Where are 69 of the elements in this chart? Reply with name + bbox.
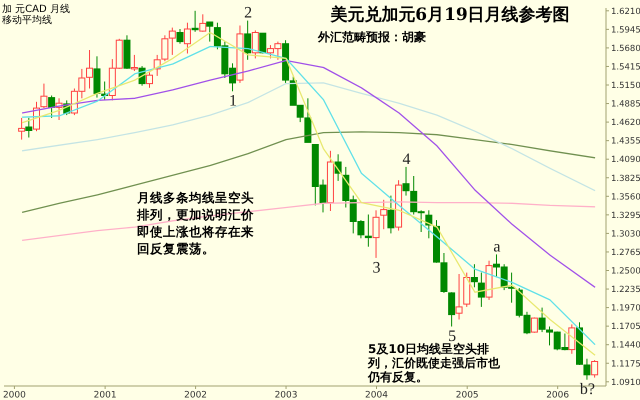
y-tick-label: 1.3030 (611, 229, 640, 240)
candlestick (470, 264, 478, 288)
y-tick-label: 1.5680 (611, 44, 640, 54)
candlestick (48, 95, 56, 118)
candlestick (18, 117, 26, 140)
candlestick (568, 324, 576, 354)
candlestick (425, 210, 432, 239)
y-tick-label: 1.1705 (611, 322, 640, 332)
candlestick (372, 210, 380, 258)
x-tick-label: 2006 (546, 390, 570, 400)
y-tick-label: 1.2500 (611, 266, 640, 277)
candlestick (161, 34, 168, 62)
candlestick (206, 22, 214, 42)
y-tick-label: 1.5415 (611, 62, 640, 72)
x-tick-label: 2000 (2, 390, 26, 400)
candlestick (40, 83, 48, 109)
candlestick (402, 166, 410, 196)
x-tick-label: 2004 (365, 390, 388, 400)
candlestick (130, 54, 138, 72)
annotation: 5及10日均线呈空头排列，汇价既使走强后市也仍有反复。 (368, 342, 501, 384)
x-tick-label: 2003 (274, 390, 298, 400)
y-tick-label: 1.4885 (611, 100, 640, 110)
x-tick-label: 2001 (94, 390, 117, 400)
candlestick (146, 72, 154, 88)
annotation: 月线多条均线呈空头排列，更加说明汇价即使上涨也将存在来回反复震荡。 (137, 189, 255, 257)
candlestick (591, 360, 598, 378)
x-tick-label: 2002 (184, 390, 208, 400)
candlestick (168, 27, 176, 56)
annotation: a (493, 238, 501, 256)
candlestick (244, 20, 252, 60)
line-series (21, 60, 596, 288)
candlestick (364, 214, 372, 248)
candlestick (199, 14, 206, 32)
y-tick-label: 1.2235 (611, 285, 640, 296)
y-tick-label: 1.1440 (611, 340, 640, 351)
y-tick-label: 1.4090 (611, 155, 640, 166)
x-tick-label: 2005 (456, 390, 479, 400)
annotation: 1 (229, 92, 238, 110)
annotation: 移动平均线 (2, 14, 53, 27)
y-tick-label: 1.5945 (611, 25, 640, 36)
y-tick-label: 1.1970 (611, 304, 640, 314)
chart-title: 美元兑加元6月19日月线参考图 (330, 4, 570, 26)
candlestick (252, 30, 259, 59)
text: 外汇范畴预报：胡豪 (318, 29, 426, 46)
y-tick-label: 1.3295 (611, 210, 640, 221)
candlestick (530, 316, 538, 334)
y-tick-label: 1.1175 (611, 359, 640, 370)
annotation: 3 (372, 259, 380, 276)
y-tick-label: 1.3560 (611, 192, 640, 202)
line-series (21, 82, 596, 192)
annotation: 加 元CAD 月线 (2, 2, 71, 15)
candlestick (25, 117, 32, 138)
candlestick (184, 22, 191, 54)
candlestick (478, 272, 485, 308)
candlestick (387, 195, 394, 234)
candlestick (448, 292, 456, 327)
y-tick-label: 1.3825 (611, 174, 640, 184)
annotation: 4 (402, 150, 410, 168)
y-tick-label: 1.2765 (611, 248, 640, 258)
annotation: b? (580, 381, 595, 398)
candlestick (380, 199, 388, 230)
y-tick-label: 1.4355 (611, 136, 640, 147)
y-tick-label: 1.5150 (611, 81, 640, 92)
annotation: 2 (244, 4, 252, 22)
y-tick-label: 1.0910 (611, 378, 640, 388)
candlestick (176, 28, 184, 44)
candlestick (456, 274, 463, 320)
y-tick-label: 1.4620 (611, 118, 640, 128)
y-tick-label: 1.6210 (611, 6, 640, 17)
